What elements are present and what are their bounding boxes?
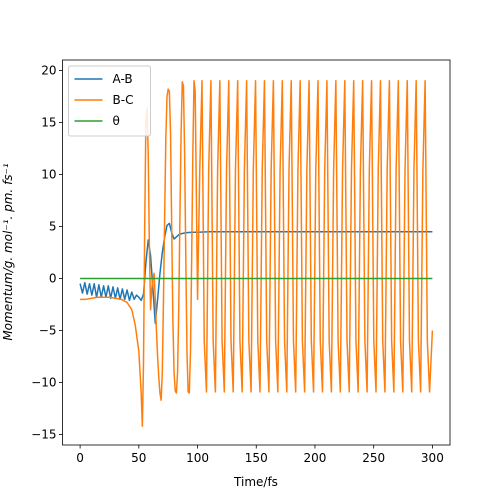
x-tick-label: 300 <box>421 451 444 465</box>
y-tick-label: 20 <box>41 63 56 77</box>
legend-label: A-B <box>113 72 133 86</box>
series-line-0 <box>79 222 433 325</box>
legend-label: B-C <box>113 93 134 107</box>
x-axis: 0 50 100 150 200 250 300 <box>76 445 444 465</box>
y-axis-label: Momentum/g. mol⁻¹. pm. fs⁻¹ <box>1 163 15 341</box>
y-tick-label: 0 <box>49 272 57 286</box>
x-tick-label: 250 <box>362 451 385 465</box>
series-layer <box>79 80 434 428</box>
y-axis: −15 −10 −5 0 5 10 15 20 <box>31 63 63 442</box>
y-tick-label: −5 <box>39 324 57 338</box>
legend: A-B B-C θ <box>68 65 151 137</box>
x-tick-label: 150 <box>245 451 268 465</box>
x-tick-label: 100 <box>186 451 209 465</box>
y-tick-label: −10 <box>31 376 56 390</box>
y-tick-label: −15 <box>31 428 56 442</box>
x-axis-label: Time/fs <box>233 475 278 489</box>
legend-box <box>68 65 151 137</box>
legend-label: θ <box>113 114 120 128</box>
series-line-1 <box>80 80 434 428</box>
y-tick-label: 10 <box>41 167 56 181</box>
x-tick-label: 200 <box>304 451 327 465</box>
y-tick-label: 15 <box>41 115 56 129</box>
x-tick-label: 0 <box>76 451 84 465</box>
y-tick-label: 5 <box>49 219 57 233</box>
x-tick-label: 50 <box>131 451 146 465</box>
